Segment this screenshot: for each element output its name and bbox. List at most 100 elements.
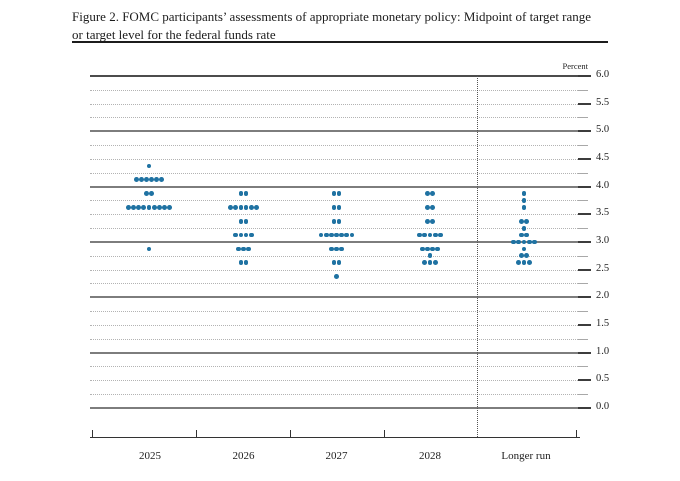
projection-dot (146, 205, 152, 210)
projection-dot (243, 260, 249, 266)
gridline-dotted (90, 145, 580, 147)
y-axis-tick-minor (578, 338, 588, 340)
y-axis-tick-label: 0.5 (596, 373, 610, 385)
y-axis-tick-major (578, 379, 591, 382)
projection-dot (146, 246, 152, 252)
projection-dot (162, 205, 167, 210)
y-axis-tick-minor (578, 200, 588, 202)
y-axis-tick-major (578, 130, 591, 133)
projection-dot (328, 232, 334, 238)
gridline-solid (90, 351, 580, 354)
projection-dot (519, 218, 524, 224)
projection-dot (144, 177, 149, 183)
gridline-dotted (90, 338, 580, 340)
x-axis-tick (196, 430, 197, 437)
y-axis-tick-minor (578, 89, 588, 91)
projection-dot (248, 232, 254, 238)
projection-dot (531, 239, 537, 245)
percent-unit-label: Percent (562, 61, 589, 71)
category-label: 2027 (325, 450, 348, 462)
projection-dot (432, 232, 438, 238)
projection-dot (238, 191, 244, 196)
projection-dot (519, 232, 524, 238)
projection-dot (336, 205, 342, 210)
category-label: 2025 (139, 450, 161, 462)
gridline-solid (90, 240, 580, 243)
projection-dot (521, 225, 527, 231)
projection-dot (521, 246, 527, 252)
projection-dot (151, 205, 157, 210)
projection-dot (435, 246, 441, 252)
projection-dot (141, 205, 147, 210)
projection-dot (154, 177, 160, 183)
gridline-dotted (90, 200, 580, 202)
projection-dot (156, 205, 162, 210)
projection-dot (136, 205, 142, 210)
projection-dot (159, 177, 165, 183)
projection-dot (419, 246, 425, 252)
gridline-dotted (90, 283, 580, 285)
category-label: 2026 (232, 450, 255, 462)
y-axis-tick-label: 3.5 (596, 207, 610, 219)
y-axis-tick-major (578, 157, 591, 160)
projection-dot (425, 191, 430, 196)
projection-dot (243, 205, 249, 210)
gridline-solid (90, 130, 580, 133)
y-axis-tick-label: 5.5 (596, 96, 610, 108)
projection-dot (331, 205, 337, 210)
projection-dot (248, 205, 254, 210)
projection-dot (427, 232, 433, 238)
projection-dot (243, 232, 249, 238)
projection-dot (427, 253, 433, 259)
projection-dot (521, 260, 527, 266)
projection-dot (334, 274, 339, 279)
projection-dot (521, 239, 527, 245)
y-axis-tick-label: 4.5 (596, 151, 610, 163)
y-axis-tick-minor (578, 311, 588, 313)
y-axis-tick-label: 0.0 (596, 400, 610, 412)
y-axis-tick-minor (578, 366, 588, 368)
y-axis-tick-major (578, 213, 591, 216)
projection-dot (511, 239, 517, 245)
gridline-dotted (90, 366, 580, 368)
gridline-dotted (90, 311, 580, 313)
y-axis-tick-label: 1.0 (596, 345, 610, 357)
projection-dot (238, 232, 244, 238)
gridline-dotted (90, 117, 580, 119)
projection-dot (349, 232, 355, 238)
projection-dot (422, 232, 428, 238)
projection-dot (126, 205, 131, 210)
y-axis-tick-minor (578, 172, 588, 174)
x-axis-tick (290, 430, 291, 437)
projection-dot (238, 205, 244, 210)
gridline-solid (90, 75, 580, 77)
projection-dot (334, 246, 339, 252)
projection-dot (425, 218, 430, 224)
projection-dot (425, 205, 430, 210)
y-axis-tick-minor (578, 228, 588, 230)
gridline-dotted (90, 228, 580, 230)
figure-title-line2: or target level for the federal funds ra… (72, 27, 276, 43)
projection-dot (238, 260, 244, 266)
projection-dot (328, 246, 334, 252)
projection-dot (430, 191, 435, 196)
y-axis-tick-major (578, 323, 591, 326)
y-axis-tick-minor (578, 255, 588, 257)
y-axis-tick-label: 2.5 (596, 262, 610, 274)
projection-dot (425, 246, 430, 252)
gridline-solid (90, 185, 580, 188)
projection-dot (524, 253, 529, 259)
projection-dot (526, 260, 532, 266)
projection-dot (437, 232, 443, 238)
gridline-dotted (90, 172, 580, 174)
figure-title-line1: Figure 2. FOMC participants’ assessments… (72, 9, 592, 24)
gridline-dotted (90, 214, 580, 216)
projection-dot (149, 191, 154, 196)
gridline-dotted (90, 324, 580, 326)
projection-dot (339, 246, 345, 252)
category-label: Longer run (501, 450, 551, 462)
y-axis-tick-major (578, 102, 591, 105)
projection-dot (331, 191, 337, 196)
